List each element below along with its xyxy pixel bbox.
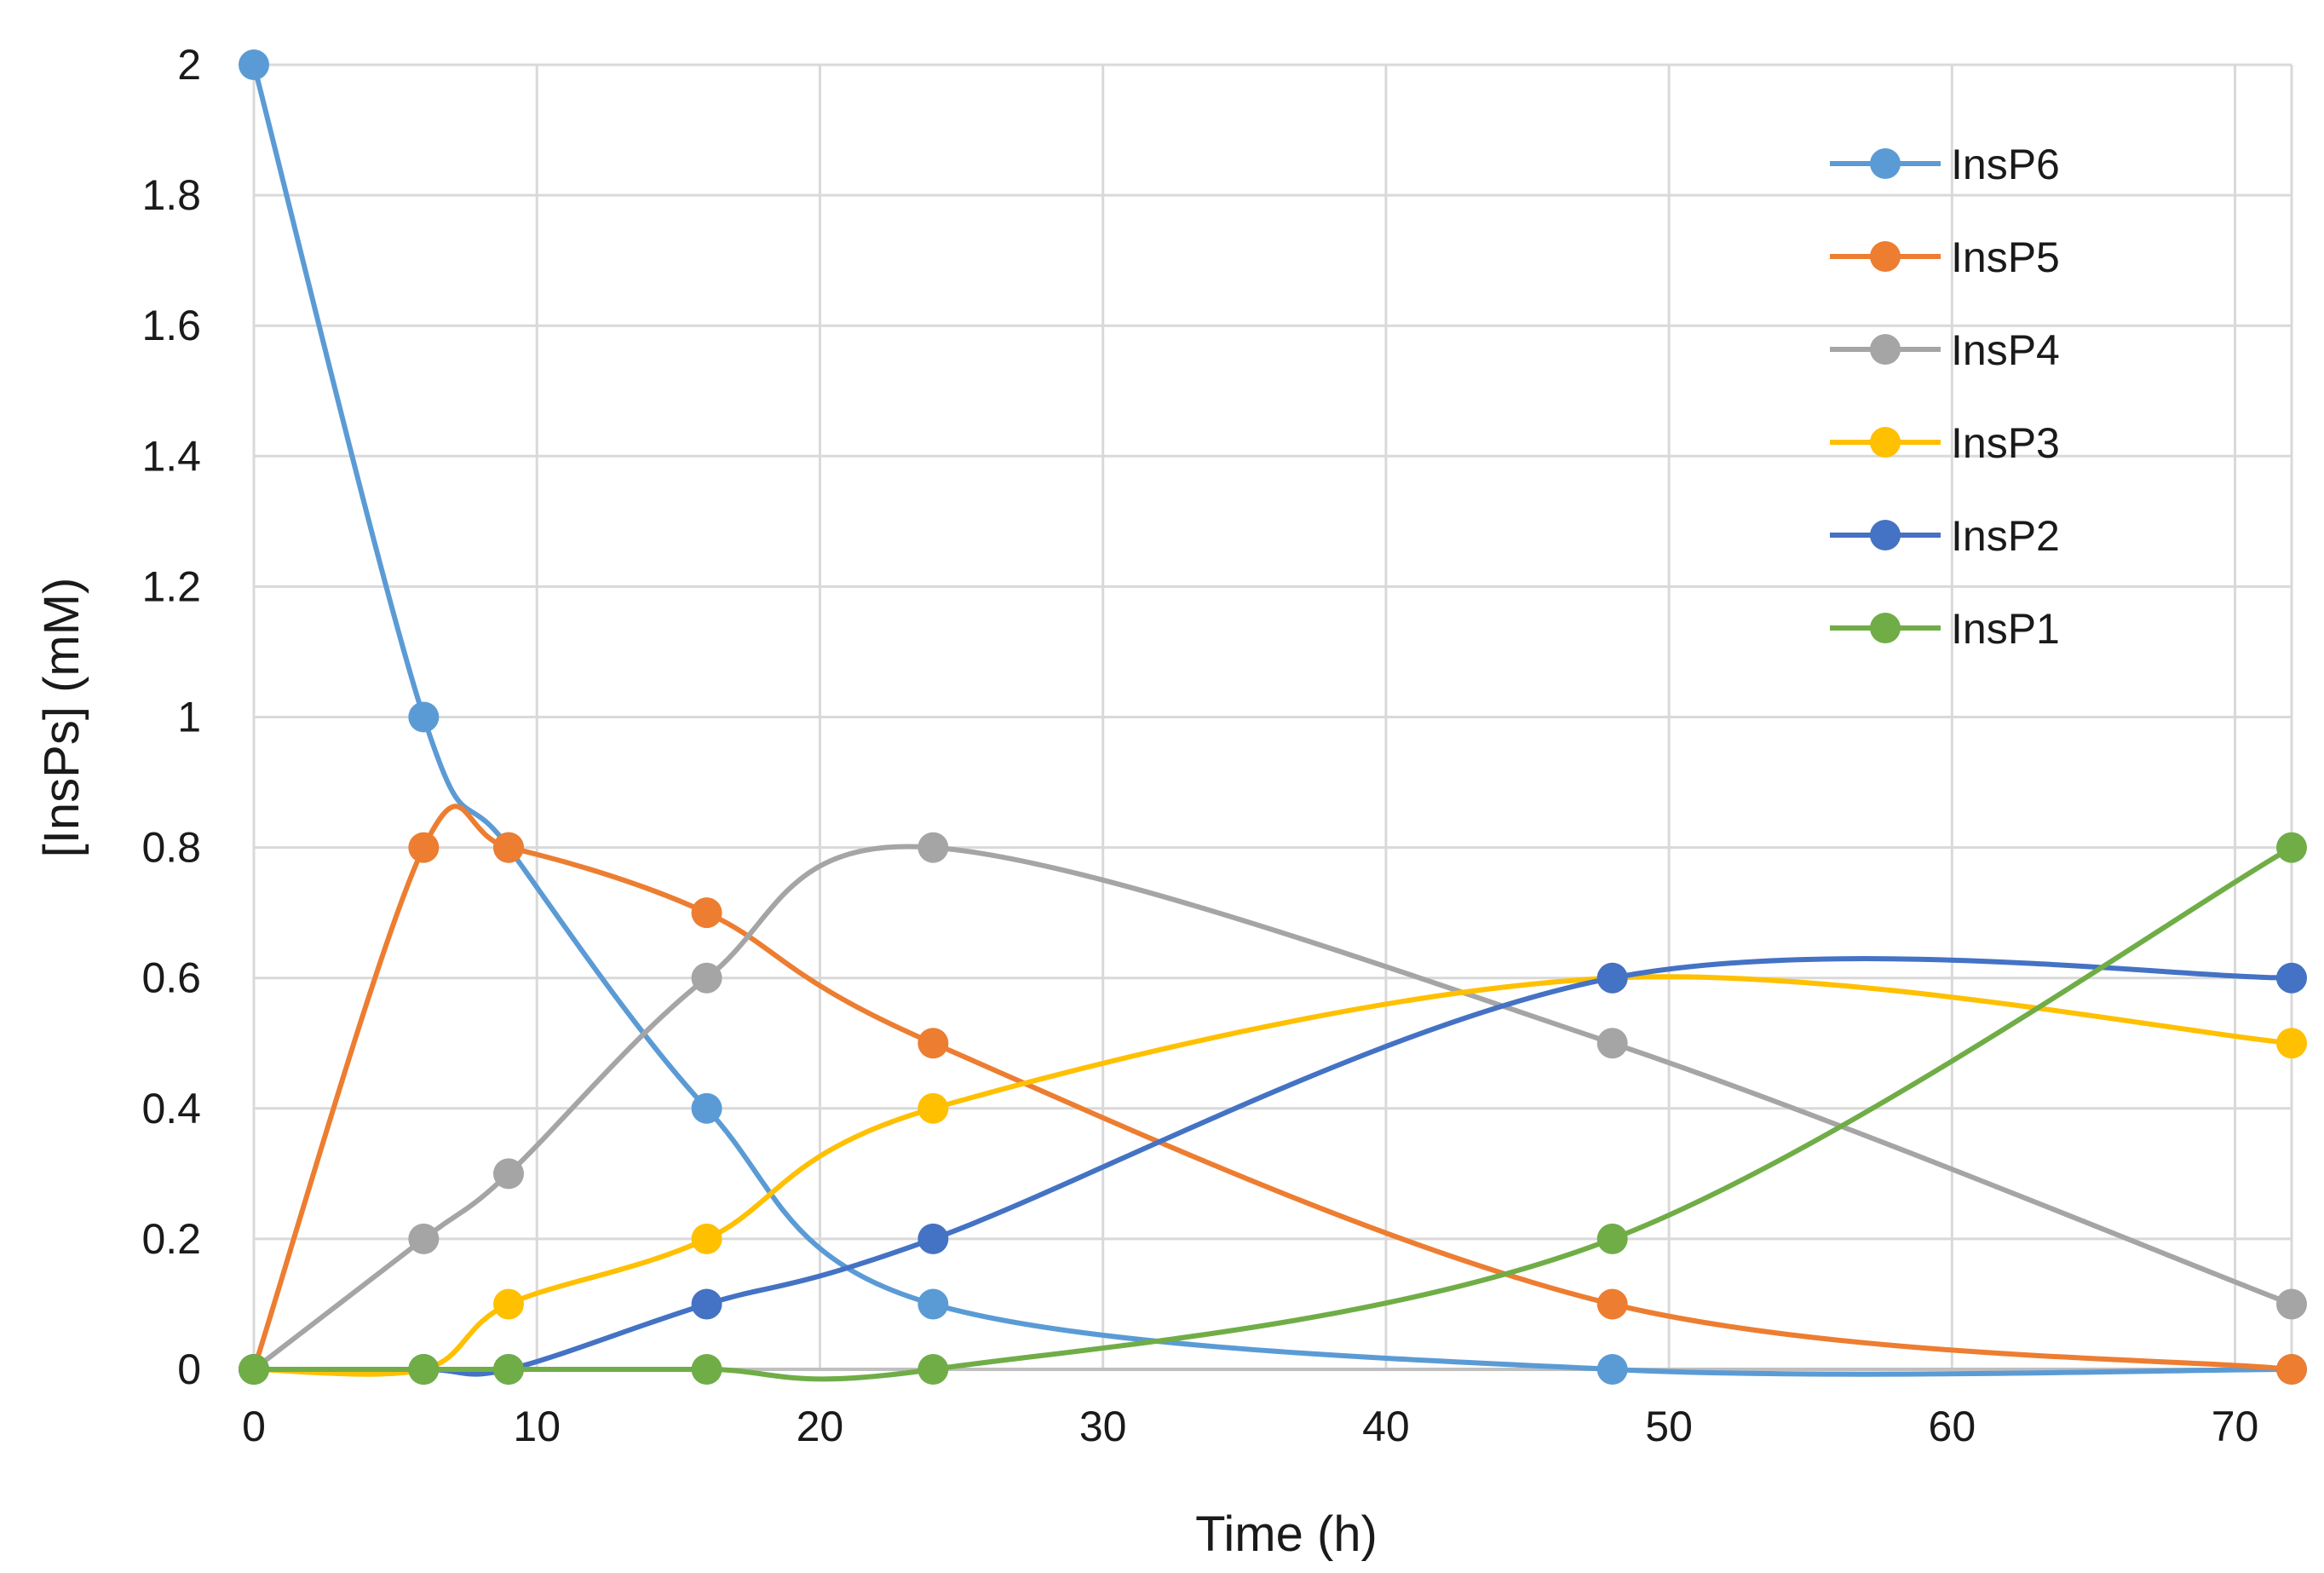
x-tick-label: 60	[1929, 1403, 1976, 1450]
data-point-insp4	[918, 832, 949, 863]
data-point-insp2	[2276, 962, 2307, 994]
data-point-insp2	[1596, 962, 1628, 994]
x-axis-ticks: 0 10 20 30 40 50 60 70	[242, 1403, 2258, 1450]
data-point-insp1	[1596, 1223, 1628, 1254]
y-tick-label: 0.4	[141, 1085, 201, 1132]
y-tick-label: 1.2	[141, 562, 201, 610]
legend-item-insp2: InsP2	[1830, 512, 2060, 560]
data-point-insp1	[691, 1354, 722, 1385]
legend-marker-insp5	[1870, 241, 1901, 272]
x-tick-label: 70	[2212, 1403, 2259, 1450]
legend-item-insp4: InsP4	[1830, 326, 2060, 374]
series-insp5	[239, 804, 2307, 1385]
y-tick-label: 0.6	[141, 954, 201, 1002]
x-tick-label: 10	[513, 1403, 561, 1450]
data-point-insp1	[408, 1354, 440, 1385]
series-line-insp2	[253, 956, 2292, 1377]
y-tick-label: 0.8	[141, 824, 201, 872]
data-point-insp5	[408, 832, 440, 863]
data-point-insp4	[493, 1158, 524, 1190]
data-point-insp3	[493, 1288, 524, 1320]
legend-marker-insp6	[1870, 148, 1901, 179]
y-tick-label: 0	[177, 1345, 201, 1393]
legend-label-insp5: InsP5	[1951, 233, 2060, 281]
data-point-insp5	[691, 897, 722, 929]
legend-item-insp1: InsP1	[1830, 605, 2060, 653]
y-tick-label: 1.6	[141, 302, 201, 349]
data-point-insp6	[691, 1092, 722, 1124]
legend-label-insp1: InsP1	[1951, 605, 2060, 653]
legend: InsP6 InsP5 InsP4 InsP3 InsP2 InsP1	[1830, 141, 2060, 653]
series-insp1	[239, 832, 2307, 1385]
legend-item-insp3: InsP3	[1830, 419, 2060, 467]
y-tick-label: 2	[177, 41, 201, 89]
x-tick-label: 0	[242, 1403, 266, 1450]
data-point-insp1	[2276, 832, 2307, 863]
legend-label-insp3: InsP3	[1951, 419, 2060, 467]
data-point-insp3	[2276, 1028, 2307, 1059]
data-point-insp1	[493, 1354, 524, 1385]
legend-marker-insp2	[1870, 520, 1901, 550]
series-line-insp3	[253, 974, 2292, 1377]
series-line-insp5	[251, 804, 2292, 1372]
data-point-insp4	[2276, 1288, 2307, 1320]
y-tick-label: 1.4	[141, 432, 201, 480]
legend-label-insp2: InsP2	[1951, 512, 2060, 560]
x-axis-title: Time (h)	[1195, 1507, 1378, 1562]
data-point-insp5	[918, 1028, 949, 1059]
data-point-insp5	[2276, 1354, 2307, 1385]
data-point-insp1	[918, 1354, 949, 1385]
data-point-insp6	[239, 49, 269, 80]
data-point-insp3	[691, 1223, 722, 1254]
plot-area	[239, 49, 2307, 1385]
legend-label-insp4: InsP4	[1951, 326, 2060, 374]
data-point-insp5	[493, 832, 524, 863]
legend-marker-insp3	[1870, 427, 1901, 458]
data-point-insp3	[918, 1092, 949, 1124]
y-tick-label: 0.2	[141, 1215, 201, 1263]
series-line-insp6	[251, 64, 2292, 1377]
x-tick-label: 40	[1362, 1403, 1410, 1450]
data-point-insp6	[408, 701, 440, 733]
data-point-insp1	[239, 1354, 269, 1385]
legend-item-insp6: InsP6	[1830, 141, 2060, 188]
legend-marker-insp4	[1870, 334, 1901, 365]
y-axis-ticks: 0 0.2 0.4 0.6 0.8 1 1.2 1.4 1.6 1.8 2	[141, 41, 201, 1393]
y-axis-title: [InsPs] (mM)	[34, 578, 89, 858]
series-insp3	[239, 962, 2307, 1385]
series-line-insp4	[252, 844, 2293, 1372]
data-point-insp6	[1596, 1354, 1628, 1385]
y-tick-label: 1	[177, 694, 201, 741]
data-point-insp2	[691, 1288, 722, 1320]
legend-label-insp6: InsP6	[1951, 141, 2060, 188]
x-tick-label: 30	[1079, 1403, 1127, 1450]
data-point-insp2	[918, 1223, 949, 1254]
x-tick-label: 20	[797, 1403, 844, 1450]
x-tick-label: 50	[1645, 1403, 1693, 1450]
data-point-insp5	[1596, 1288, 1628, 1320]
data-point-insp4	[1596, 1028, 1628, 1059]
y-tick-label: 1.8	[141, 171, 201, 219]
data-point-insp4	[691, 962, 722, 994]
legend-marker-insp1	[1870, 613, 1901, 643]
data-point-insp6	[918, 1288, 949, 1320]
legend-item-insp5: InsP5	[1830, 233, 2060, 281]
data-point-insp4	[408, 1223, 440, 1254]
